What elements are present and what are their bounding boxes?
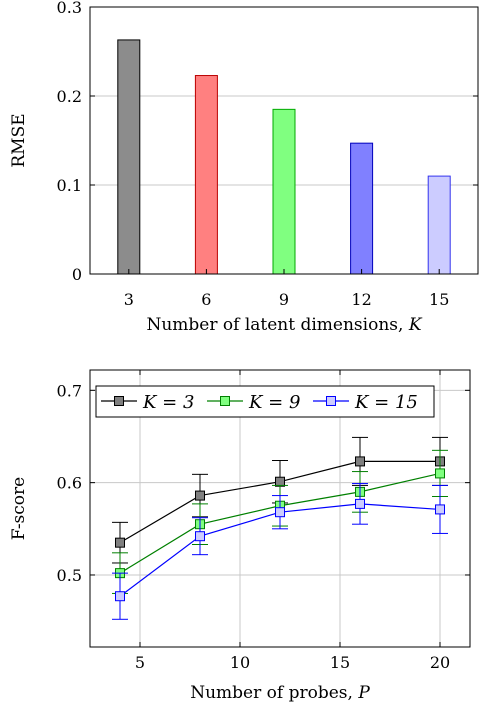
bar-chart: 0 0.1 0.2 0.3 3 6 9 12 15: [57, 0, 479, 309]
data-point: [195, 531, 205, 542]
plot-frame: [89, 369, 471, 648]
x-tick-label: 5: [135, 653, 145, 672]
x-tick-label: 9: [279, 290, 289, 309]
y-axis-label: RMSE: [9, 113, 29, 167]
x-tick-label: 20: [430, 653, 450, 672]
y-tick-label: 0.3: [57, 0, 82, 17]
legend-entry: K = 3: [142, 392, 194, 413]
line-chart: 5 10 15 20 0.5 0.6 0.7 K = 3 K = 9 K = 15: [57, 369, 471, 672]
legend-swatch-marker: [220, 396, 230, 406]
y-tick-label: 0.5: [57, 566, 82, 585]
data-point: [435, 468, 445, 479]
data-point: [275, 476, 285, 487]
x-tick-label: 15: [429, 290, 449, 309]
data-point: [115, 537, 125, 548]
x-tick-label: 12: [351, 290, 371, 309]
x-tick-label: 15: [330, 653, 350, 672]
y-tick-label: 0.1: [57, 176, 82, 195]
x-axis-label: Number of latent dimensions, K: [146, 315, 422, 335]
data-point: [355, 498, 365, 509]
y-tick-label: 0.2: [57, 87, 82, 106]
legend-swatch-marker: [114, 396, 124, 406]
bar: [350, 142, 374, 275]
y-tick-label: 0.7: [57, 381, 82, 400]
data-point: [355, 456, 365, 467]
y-axis-label: F-score: [9, 477, 29, 540]
bar: [117, 39, 141, 275]
y-tick-label: 0: [72, 265, 82, 284]
x-tick-label: 3: [124, 290, 134, 309]
legend-entry: K = 15: [354, 392, 418, 413]
data-point: [435, 504, 445, 515]
legend-entry: K = 9: [248, 392, 300, 413]
x-axis-label: Number of probes, P: [190, 683, 370, 703]
bar: [427, 175, 451, 275]
x-tick-label: 10: [230, 653, 250, 672]
data-point: [115, 591, 125, 602]
x-tick-label: 6: [201, 290, 211, 309]
data-point: [275, 507, 285, 518]
legend: K = 3 K = 9 K = 15: [95, 385, 435, 418]
y-tick-label: 0.6: [57, 474, 82, 493]
series-3: [112, 483, 448, 620]
bar: [194, 75, 218, 275]
data-point: [195, 490, 205, 501]
legend-box: [95, 385, 435, 418]
plot-frame: [89, 6, 479, 275]
bar: [272, 108, 296, 275]
legend-swatch-marker: [326, 396, 336, 406]
